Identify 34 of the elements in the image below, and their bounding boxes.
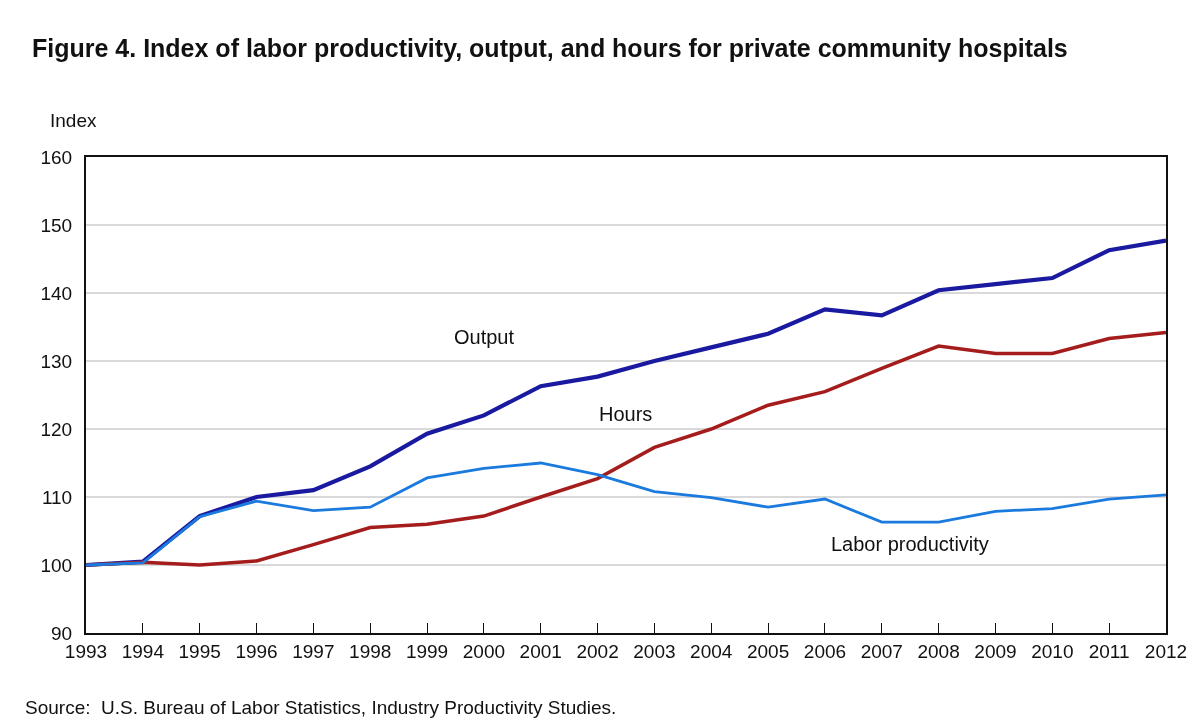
y-tick-label: 100 — [40, 554, 73, 576]
x-tick-label: 2002 — [576, 640, 619, 662]
y-axis-title: Index — [50, 110, 97, 131]
x-tick-label: 1996 — [235, 640, 278, 662]
y-tick-label: 150 — [40, 214, 73, 236]
x-tick-label: 2005 — [746, 640, 790, 662]
x-tick-label: 2012 — [1144, 640, 1188, 662]
series-label: Hours — [599, 403, 653, 425]
x-tick-label: 2004 — [690, 640, 733, 662]
x-tick-label: 1999 — [405, 640, 449, 662]
y-tick-label: 110 — [41, 486, 73, 508]
x-tick-label: 1994 — [121, 640, 165, 662]
line-series — [86, 330, 1166, 567]
x-tick-label: 2007 — [860, 640, 903, 662]
y-tick-label: 120 — [40, 418, 73, 440]
x-tick-label: 2008 — [917, 640, 960, 662]
line-series — [86, 461, 1166, 567]
y-tick-label: 130 — [40, 350, 73, 372]
x-tick-label: 2000 — [462, 640, 506, 662]
source-note: Source: U.S. Bureau of Labor Statistics, Industry Productivity Studies. — [25, 697, 617, 718]
x-tick-label: 2001 — [519, 640, 562, 662]
x-tick-label: 2010 — [1031, 640, 1074, 662]
y-tick-label: 160 — [40, 146, 73, 168]
series-label: Labor productivity — [831, 533, 989, 555]
chart-title: Figure 4. Index of labor productivity, output, and hours for private community hospitals — [32, 33, 1069, 64]
x-tick-label: 1997 — [292, 640, 335, 662]
x-tick-label: 2009 — [974, 640, 1017, 662]
x-tick-label: 2003 — [633, 640, 676, 662]
text: Output — [454, 326, 515, 348]
x-tick-label: 2011 — [1088, 640, 1130, 662]
x-tick-label: 1995 — [178, 640, 221, 662]
x-tick-label: 2006 — [803, 640, 847, 662]
y-tick-label: 140 — [40, 282, 73, 304]
x-tick-label: 1998 — [349, 640, 392, 662]
